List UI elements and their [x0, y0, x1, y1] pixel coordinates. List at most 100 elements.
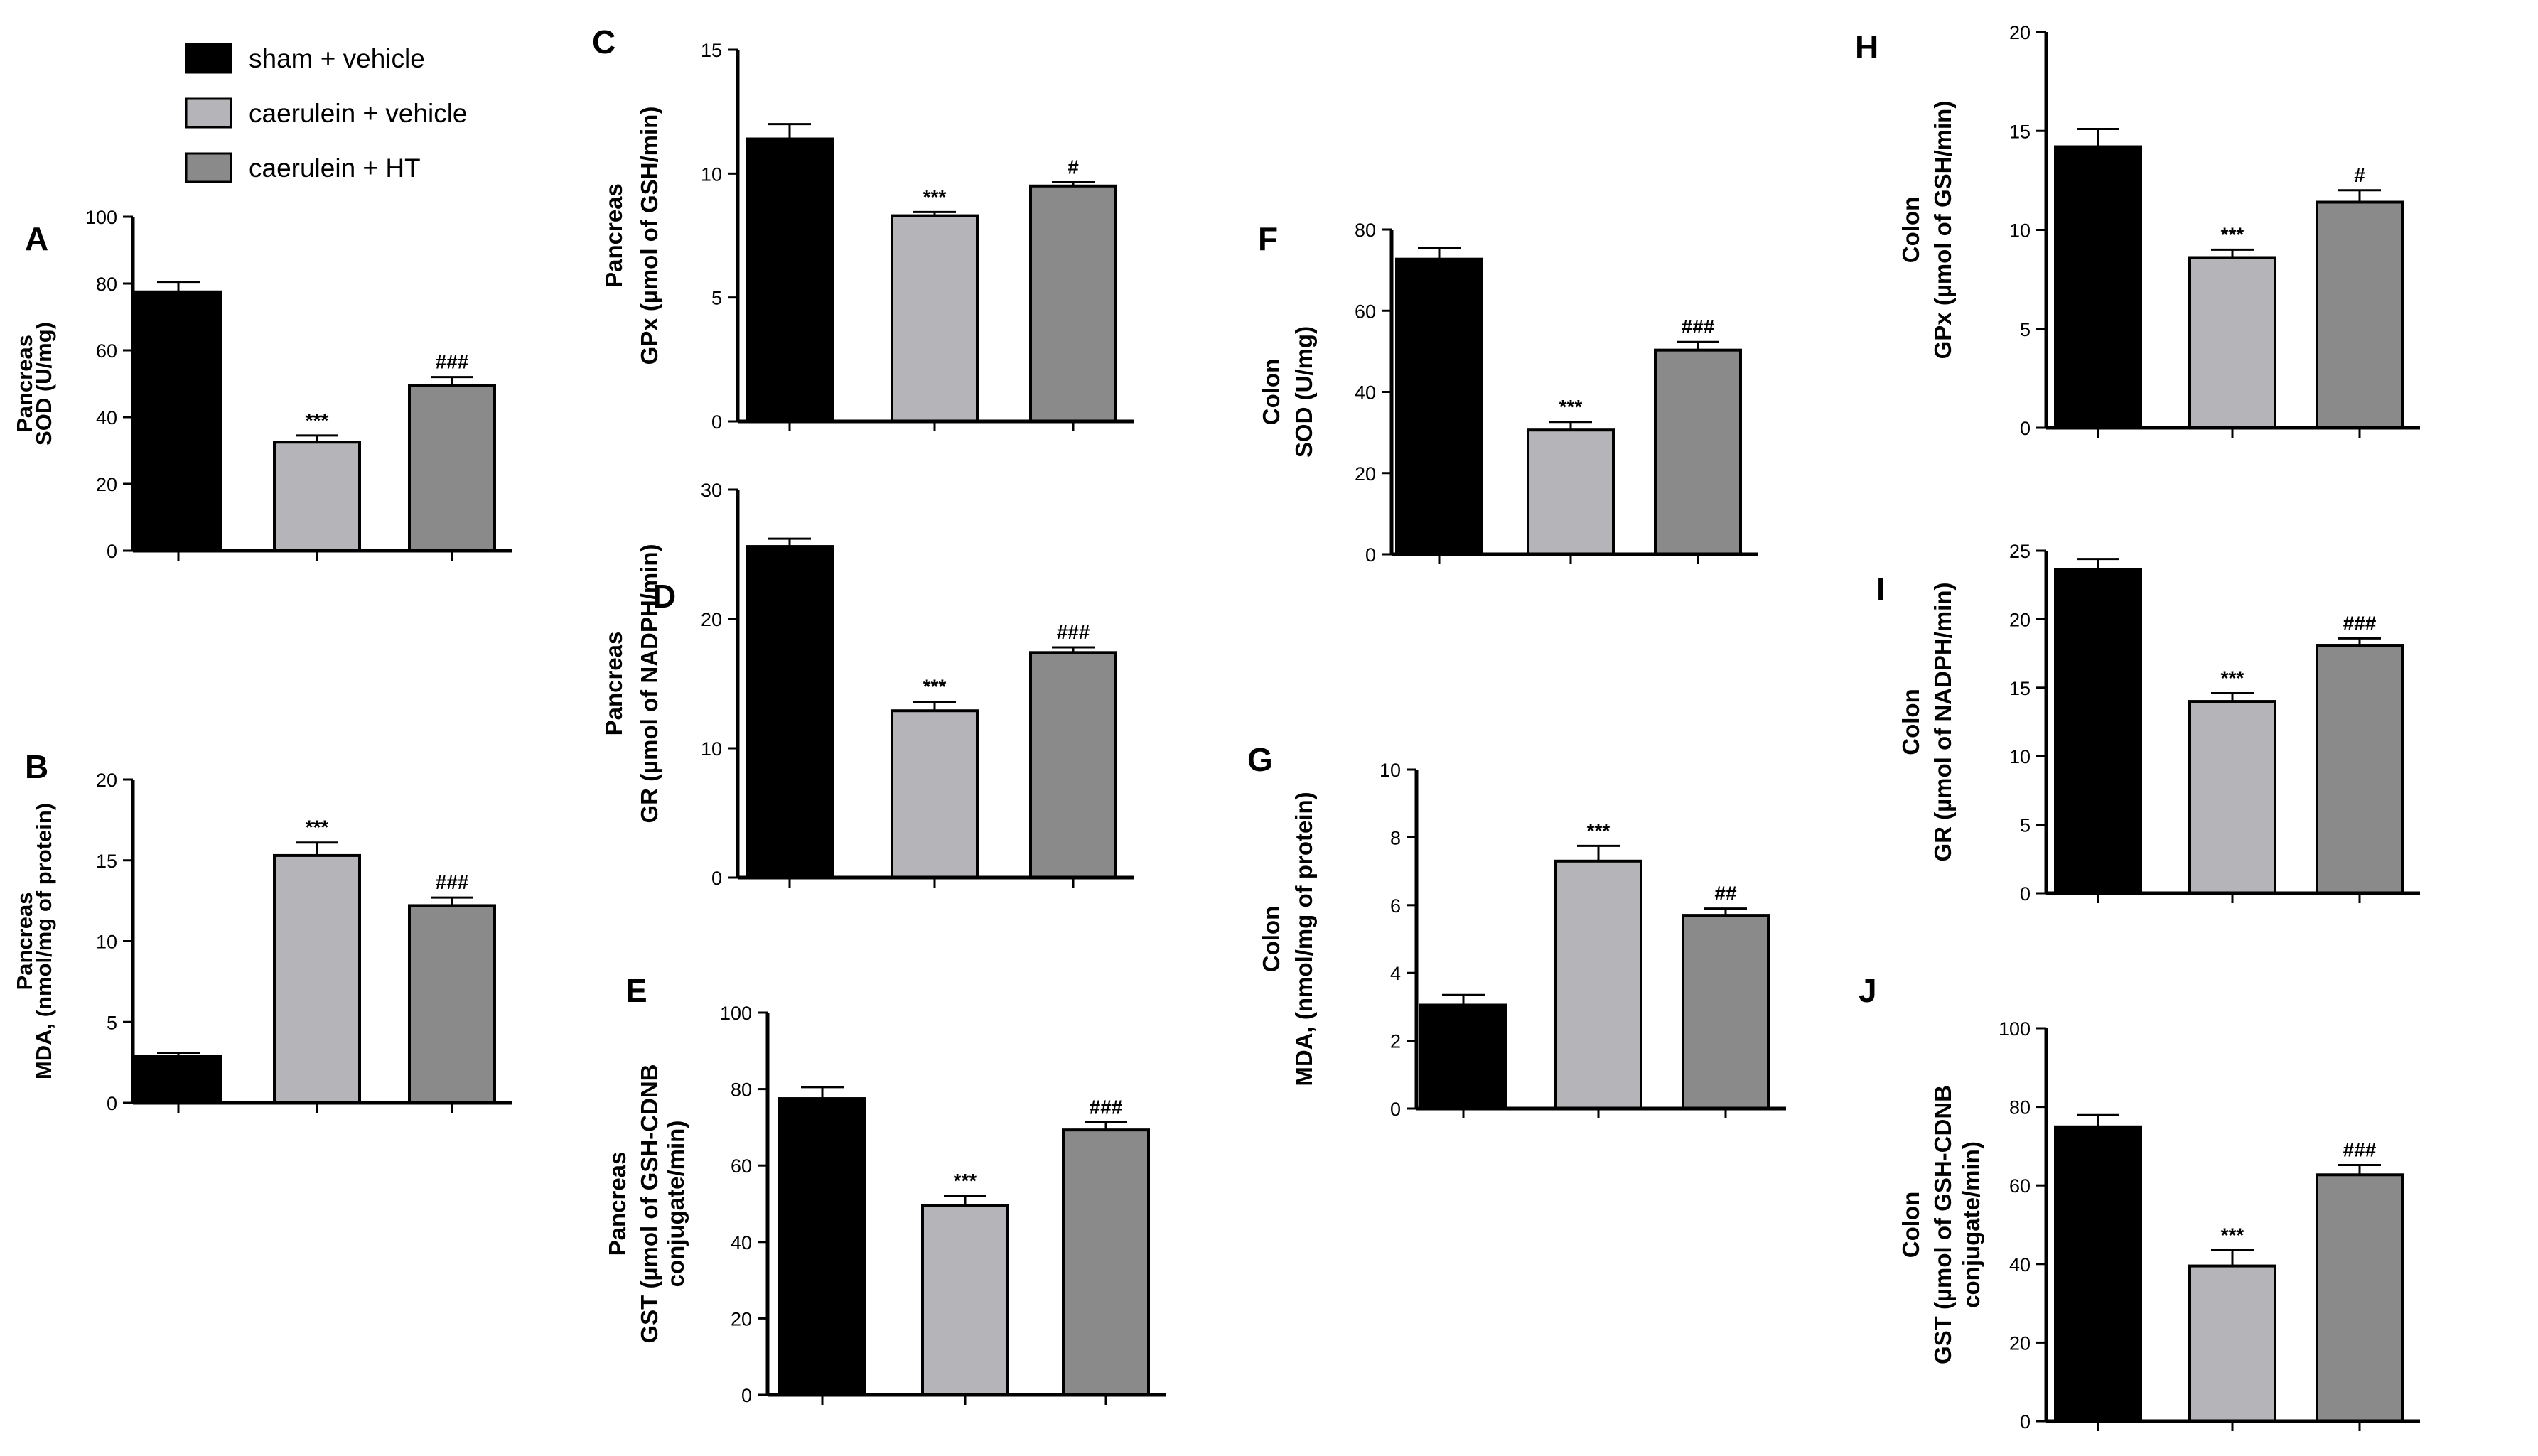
y-axis-label-c-line-1: Pancreas: [601, 183, 627, 288]
panel-e: E *** ### 0 20 40 60 80 100 Pancreas GST (µmol of …: [604, 972, 1166, 1406]
y-tick-label-f-60: 60: [1355, 301, 1376, 322]
legend-label-caerulein-ht: caerulein + HT: [249, 153, 421, 183]
y-tick-label-f-20: 20: [1355, 463, 1376, 485]
legend-swatch-caerulein-vehicle: [185, 97, 232, 129]
y-axis-label-h-line-1: Colon: [1898, 197, 1924, 263]
significance-g-caerulein-ht: ##: [1714, 883, 1737, 905]
y-tick-label-h-0: 0: [2020, 418, 2031, 439]
y-tick-label-i-25: 25: [2009, 541, 2031, 562]
bar-a-caerulein-vehicle: [273, 441, 361, 552]
bar-f-caerulein-vehicle: [1527, 428, 1615, 556]
y-tick-label-i-5: 5: [2020, 815, 2031, 836]
significance-a-caerulein-ht: ###: [436, 351, 469, 373]
y-axis-label-g-line-2: MDA, (nmol/mg of protein): [1291, 792, 1317, 1086]
bar-f-caerulein-ht: [1654, 348, 1742, 556]
bar-d-caerulein-ht: [1029, 651, 1117, 879]
y-tick-label-c-15: 15: [701, 40, 722, 61]
panel-letter-f: F: [1258, 220, 1278, 257]
significance-i-caerulein-ht: ###: [2343, 612, 2377, 634]
bar-g-caerulein-ht: [1682, 914, 1770, 1110]
bar-g-caerulein-vehicle: [1554, 859, 1642, 1111]
panel-letter-j: J: [1859, 972, 1877, 1009]
significance-h-caerulein-ht: #: [2354, 164, 2365, 186]
y-tick-label-b-0: 0: [107, 1093, 117, 1114]
y-tick-label-e-20: 20: [731, 1308, 752, 1330]
y-tick-label-g-0: 0: [1390, 1099, 1401, 1120]
panel-d: D *** ### 0 10 20 30 Pancreas GR (µmol of NADPH/…: [601, 480, 1134, 889]
y-tick-label-g-2: 2: [1390, 1031, 1401, 1052]
y-tick-label-b-10: 10: [96, 932, 117, 953]
significance-j-caerulein-ht: ###: [2343, 1138, 2377, 1160]
y-tick-label-b-20: 20: [96, 770, 117, 791]
panel-letter-i: I: [1876, 571, 1886, 608]
panel-letter-a: A: [25, 220, 48, 257]
significance-d-caerulein-ht: ###: [1057, 621, 1090, 643]
legend-swatch-sham-vehicle: [185, 43, 232, 74]
y-axis-label-i-line-1: Colon: [1898, 689, 1924, 755]
y-tick-label-e-40: 40: [731, 1232, 752, 1253]
significance-c-caerulein-ht: #: [1068, 156, 1079, 178]
bar-e-caerulein-ht: [1062, 1128, 1150, 1397]
panel-h: H *** #0 5 10 15 20 Colon GPx (µmol of GSH/min): [1855, 22, 2420, 439]
panel-letter-g: G: [1247, 741, 1273, 778]
y-axis-label-b-line-2: MDA, (nmol/mg of protein): [31, 803, 56, 1079]
y-axis-label-j-line-2: GST (µmol of GSH-CDNB: [1930, 1085, 1956, 1364]
significance-a-caerulein-vehicle: ***: [306, 409, 329, 431]
y-tick-label-f-0: 0: [1365, 544, 1376, 566]
significance-b-caerulein-vehicle: ***: [306, 816, 329, 838]
y-tick-label-h-20: 20: [2009, 22, 2031, 43]
panel-c: C *** #0 5 10 15 Pancreas GPx (µmol of GSH/min): [592, 23, 1134, 433]
significance-i-caerulein-vehicle: ***: [2221, 667, 2244, 689]
y-tick-label-e-100: 100: [720, 1003, 752, 1024]
bar-a-sham-vehicle: [134, 290, 222, 552]
panel-g: G *** ## 0 2 4 6 8 10 Colon MDA, (nmol/mg of prote…: [1247, 741, 1786, 1120]
y-axis-label-g-line-1: Colon: [1258, 906, 1284, 972]
bar-a-caerulein-ht: [408, 384, 496, 552]
y-tick-label-j-0: 0: [2020, 1411, 2031, 1433]
y-tick-label-f-40: 40: [1355, 382, 1376, 404]
bar-c-caerulein-ht: [1029, 184, 1117, 423]
bar-c-caerulein-vehicle: [891, 214, 979, 423]
legend-label-caerulein-vehicle: caerulein + vehicle: [249, 99, 468, 128]
y-axis-label-e-line-1: Pancreas: [604, 1152, 630, 1256]
panel-letter-e: E: [625, 972, 647, 1009]
bar-j-caerulein-ht: [2316, 1173, 2404, 1423]
significance-b-caerulein-ht: ###: [436, 871, 469, 893]
y-tick-label-e-80: 80: [731, 1079, 752, 1101]
y-tick-label-e-0: 0: [741, 1385, 752, 1406]
y-tick-label-g-10: 10: [1380, 760, 1401, 781]
panel-letter-b: B: [25, 748, 48, 785]
y-tick-label-a-80: 80: [96, 274, 117, 295]
y-tick-label-c-5: 5: [711, 288, 722, 309]
y-tick-label-g-4: 4: [1390, 963, 1401, 984]
legend-label-sham-vehicle: sham + vehicle: [249, 44, 425, 73]
significance-c-caerulein-vehicle: ***: [923, 185, 947, 207]
y-axis-label-f-line-1: Colon: [1258, 359, 1284, 425]
y-tick-label-i-15: 15: [2009, 678, 2031, 699]
significance-h-caerulein-vehicle: ***: [2221, 223, 2244, 245]
significance-e-caerulein-vehicle: ***: [954, 1170, 977, 1192]
significance-j-caerulein-vehicle: ***: [2221, 1224, 2244, 1246]
significance-g-caerulein-vehicle: ***: [1587, 819, 1611, 841]
y-tick-label-a-0: 0: [107, 541, 117, 562]
y-tick-label-d-10: 10: [701, 738, 722, 760]
y-tick-label-e-60: 60: [731, 1155, 752, 1177]
bar-g-sham-vehicle: [1419, 1003, 1507, 1111]
bar-e-caerulein-vehicle: [921, 1204, 1009, 1396]
panel-letter-c: C: [592, 23, 615, 60]
panel-letter-h: H: [1855, 28, 1878, 65]
panel-j: J *** ### 0 20 40 60 80 100 Colon GST (µmol of GSH…: [1859, 972, 2420, 1433]
y-tick-label-j-40: 40: [2009, 1254, 2031, 1276]
y-tick-label-g-8: 8: [1390, 827, 1401, 848]
bar-c-sham-vehicle: [746, 137, 834, 424]
bar-f-sham-vehicle: [1395, 257, 1483, 556]
y-tick-label-a-40: 40: [96, 407, 117, 428]
y-tick-label-a-60: 60: [96, 340, 117, 362]
y-axis-label-e-line-2: GST (µmol of GSH-CDNB: [636, 1064, 662, 1344]
bar-b-caerulein-ht: [408, 904, 496, 1104]
y-axis-label-a-line-2: SOD (U/mg): [31, 322, 56, 446]
bar-i-caerulein-ht: [2316, 644, 2404, 895]
y-axis-label-i-line-2: GR (µmol of NADPH/min): [1930, 583, 1956, 862]
